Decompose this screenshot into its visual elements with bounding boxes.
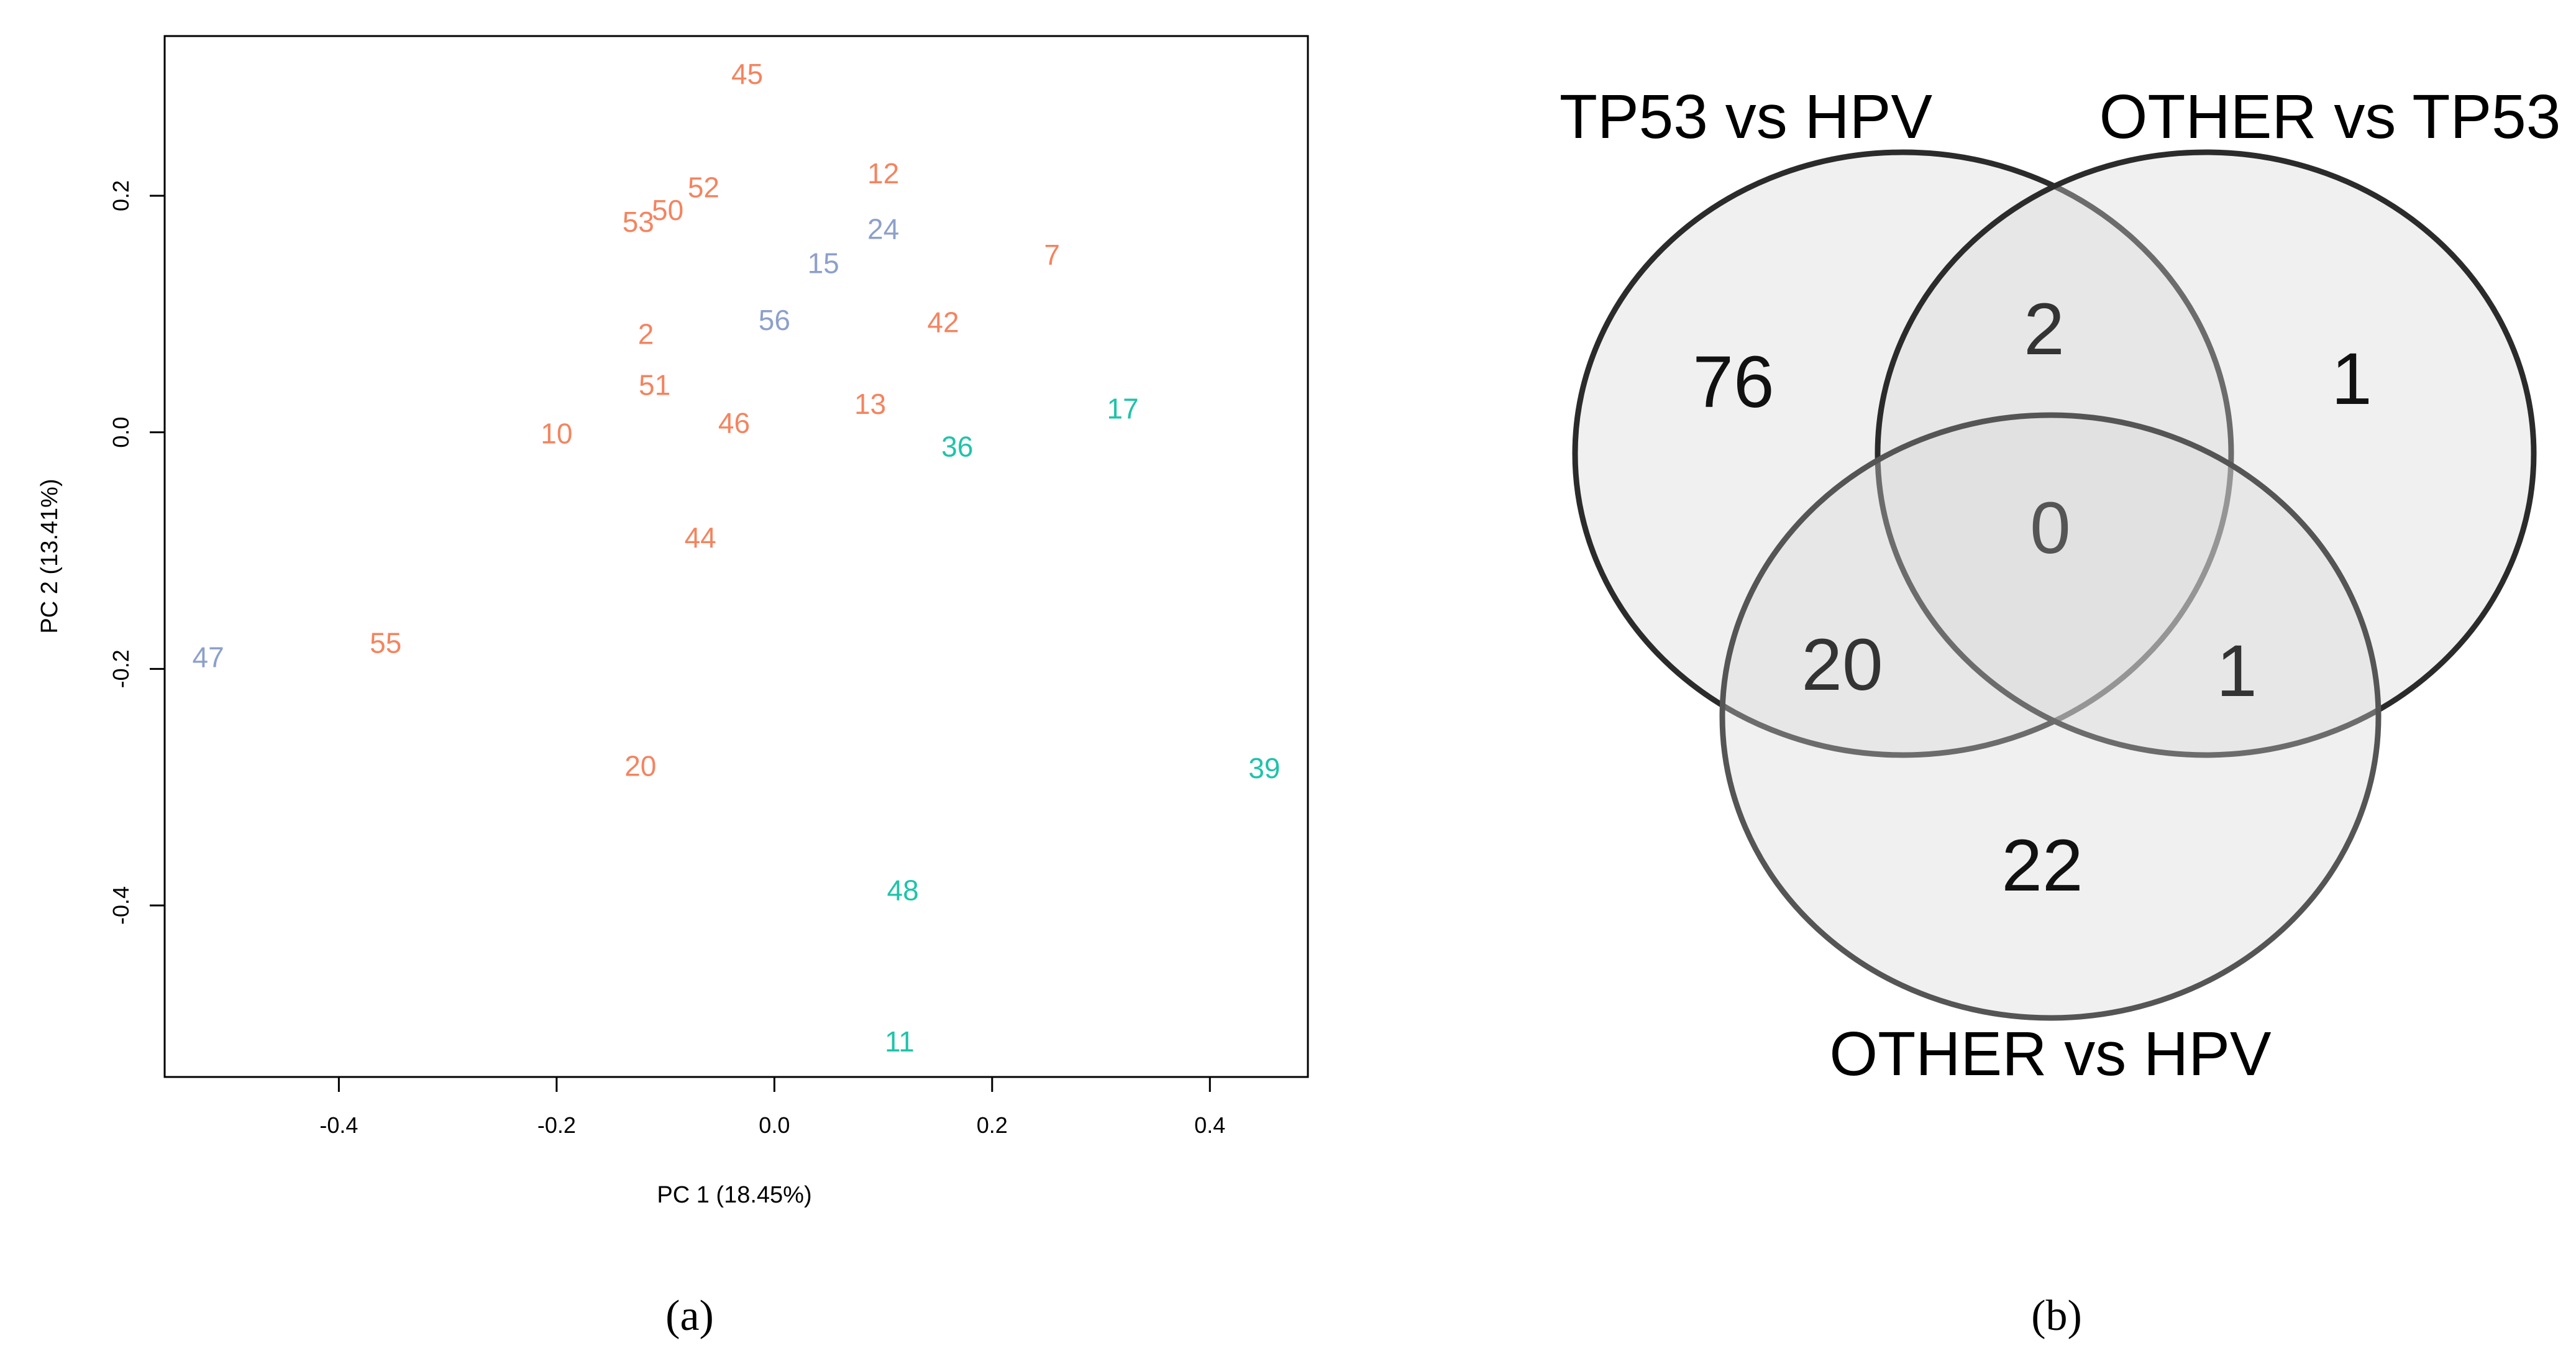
point-label-orange: 55	[370, 626, 401, 659]
venn-set-label-tp53-vs-hpv: TP53 vs HPV	[1560, 82, 1932, 152]
panel-caption-b: (b)	[2031, 1292, 2082, 1340]
venn-diagram: TP53 vs HPV OTHER vs TP53 OTHER vs HPV 7…	[1560, 82, 2560, 1089]
point-label-orange: 13	[854, 388, 886, 420]
venn-circle-tp53-vs-hpv	[1572, 149, 2234, 758]
point-label-orange: 42	[927, 306, 959, 339]
y-tick-label: 0.0	[108, 417, 134, 448]
point-label-orange: 20	[624, 749, 656, 782]
y-axis-label: PC 2 (13.41%)	[37, 479, 63, 633]
point-label-blue: 15	[808, 247, 839, 279]
point-label-teal: 48	[887, 874, 919, 906]
point-label-orange: 44	[685, 521, 716, 554]
point-label-orange: 45	[731, 58, 763, 90]
point-label-orange: 2	[638, 318, 654, 350]
point-label-orange: 50	[652, 194, 683, 226]
point-label-orange: 46	[718, 406, 750, 439]
x-axis-label: PC 1 (18.45%)	[657, 1182, 811, 1208]
venn-count-other-tp53-only: 1	[2331, 338, 2372, 420]
venn-count-tp53-hpv-only: 76	[1692, 341, 1774, 423]
point-label-teal: 11	[885, 1025, 915, 1058]
venn-set-label-other-vs-tp53: OTHER vs TP53	[2099, 82, 2561, 152]
point-label-orange: 7	[1044, 239, 1060, 271]
point-label-orange: 51	[639, 369, 670, 401]
x-axis-ticks: -0.4 -0.2 0.0 0.2 0.4	[319, 1077, 1225, 1138]
point-label-orange: 10	[541, 418, 572, 450]
venn-count-other-hpv-only: 22	[2001, 825, 2083, 907]
point-label-orange: 52	[688, 172, 719, 204]
x-tick-label: 0.4	[1194, 1112, 1225, 1138]
point-label-blue: 24	[867, 213, 899, 245]
point-label-blue: 56	[759, 304, 790, 336]
venn-set-label-other-vs-hpv: OTHER vs HPV	[1829, 1019, 2271, 1089]
venn-count-othertp53-otherhpv: 1	[2216, 630, 2257, 712]
x-tick-label: -0.4	[319, 1112, 358, 1138]
y-tick-label: 0.2	[108, 180, 134, 211]
panel-caption-a: (a)	[665, 1292, 714, 1340]
point-label-orange: 53	[623, 206, 654, 238]
y-axis-ticks: -0.4 -0.2 0.0 0.2	[108, 180, 165, 925]
point-label-teal: 17	[1107, 393, 1139, 425]
x-tick-label: 0.0	[759, 1112, 790, 1138]
plot-frame	[163, 35, 1309, 1078]
point-label-orange: 12	[867, 157, 899, 190]
point-label-teal: 36	[941, 430, 973, 462]
y-tick-label: -0.2	[108, 649, 134, 688]
point-label-blue: 47	[193, 641, 224, 673]
point-label-teal: 39	[1248, 752, 1280, 784]
venn-count-tp53hpv-othertp53: 2	[2024, 288, 2065, 370]
x-tick-label: 0.2	[977, 1112, 1008, 1138]
y-tick-label: -0.4	[108, 886, 134, 925]
venn-count-tp53hpv-otherhpv: 20	[1801, 624, 1883, 706]
venn-count-all-three: 0	[2030, 487, 2071, 569]
venn-circle-other-vs-hpv	[1719, 412, 2382, 1021]
x-tick-label: -0.2	[537, 1112, 576, 1138]
pca-scatter-plot: -0.4 -0.2 0.0 0.2 0.4 -0.4-0.20.00.2 4512525…	[37, 35, 1309, 1208]
